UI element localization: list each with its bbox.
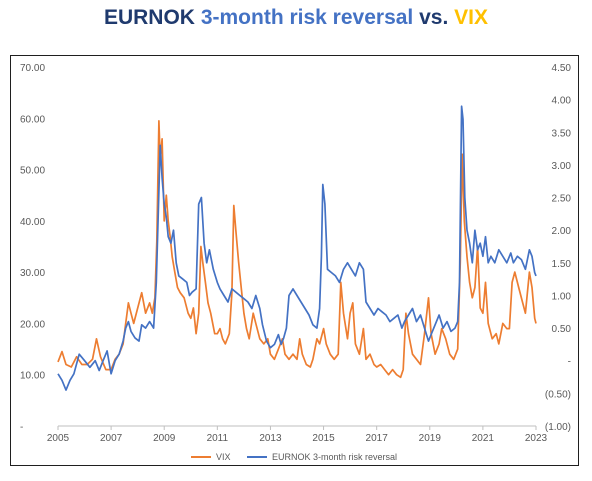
- x-tick-label: 2007: [100, 433, 123, 444]
- y-right-tick-label: 1.50: [552, 259, 572, 270]
- x-tick-label: 2015: [312, 433, 335, 444]
- y-right-tick-label: -: [568, 357, 571, 368]
- title-eurnok: EURNOK: [103, 6, 195, 29]
- y-left-tick-label: 50.00: [20, 166, 45, 177]
- title-risk-reversal: 3-month risk reversal: [200, 6, 414, 29]
- x-tick-label: 2009: [153, 433, 176, 444]
- y-right-tick-label: 1.00: [552, 291, 572, 302]
- legend-risk-reversal-label: EURNOK 3-month risk reversal: [272, 452, 397, 462]
- eurnok-risk-reversal-line: [57, 105, 537, 391]
- x-tick-label: 2023: [525, 433, 548, 444]
- y-left-tick-label: 70.00: [20, 63, 45, 74]
- y-left-tick-label: 30.00: [20, 268, 45, 279]
- chart-frame: 2005 2007 2009 2011 2013 2015 2017 2019 2021 2023…: [10, 55, 579, 466]
- y-right-tick-label: 3.50: [552, 128, 572, 139]
- y-left-tick-label: 40.00: [20, 217, 45, 228]
- legend-vix-label: VIX: [216, 452, 231, 462]
- title-vs: vs.: [419, 6, 449, 29]
- y-right-tick-label: 4.50: [552, 63, 572, 74]
- x-tick-label: 2017: [366, 433, 389, 444]
- y-right-tick-label: 2.50: [552, 194, 572, 205]
- y-right-tick-label: 3.00: [552, 161, 572, 172]
- x-tick-label: 2005: [47, 433, 70, 444]
- y-left-tick-label: 10.00: [20, 371, 45, 382]
- y-left-tick-label: -: [20, 422, 23, 433]
- y-left-tick-label: 20.00: [20, 319, 45, 330]
- x-tick-label: 2019: [419, 433, 442, 444]
- title-vix: VIX: [454, 6, 489, 29]
- y-left-tick-label: 60.00: [20, 114, 45, 125]
- chart-title: EURNOK 3-month risk reversal vs. VIX: [0, 6, 592, 30]
- x-tick-label: 2021: [472, 433, 495, 444]
- y-right-tick-label: 4.00: [552, 96, 572, 107]
- chart-canvas: 2005 2007 2009 2011 2013 2015 2017 2019 2021 2023…: [20, 63, 572, 462]
- y-right-tick-label: 2.00: [552, 226, 572, 237]
- y-right-tick-label: (1.00): [545, 422, 571, 433]
- y-right-tick-label: (0.50): [545, 389, 571, 400]
- x-tick-label: 2011: [207, 433, 229, 444]
- y-right-tick-label: 0.50: [552, 324, 572, 335]
- x-tick-label: 2013: [259, 433, 282, 444]
